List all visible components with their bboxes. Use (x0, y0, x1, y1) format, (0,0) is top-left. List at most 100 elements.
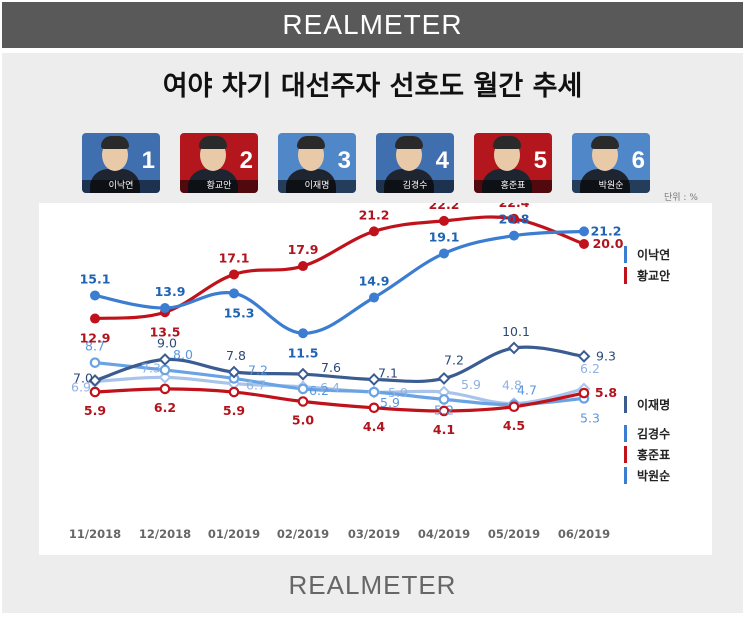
data-point (89, 386, 101, 398)
series-line-6 (93, 361, 586, 407)
data-label: 10.1 (502, 324, 530, 339)
legend-label: 이낙연 (637, 247, 670, 262)
x-tick-label: 05/2019 (488, 527, 540, 541)
data-label: 7.2 (444, 352, 464, 367)
portrait-number: 3 (337, 147, 351, 174)
x-tick-label: 01/2019 (208, 527, 260, 541)
data-point (577, 349, 591, 363)
data-point (437, 371, 451, 385)
portrait-hair (493, 136, 521, 149)
data-point (90, 290, 100, 301)
portrait-name: 김경수 (376, 180, 454, 193)
data-label: 13.9 (155, 284, 186, 299)
data-label: 7.3 (141, 360, 161, 375)
data-point (438, 394, 450, 405)
chart-title: 여야 차기 대선주자 선호도 월간 추세 (162, 71, 583, 102)
portrait-number: 4 (435, 147, 449, 174)
portrait-3: 3 이재명 (278, 133, 356, 193)
data-label: 6.4 (320, 380, 340, 395)
data-label: 12.9 (80, 331, 111, 346)
data-label: 4.8 (502, 378, 522, 393)
footer-logo: REALMETER (288, 570, 457, 600)
series-line-3 (93, 345, 586, 384)
data-point (90, 313, 100, 324)
data-label: 5.0 (292, 413, 314, 428)
data-point (298, 261, 308, 272)
data-label: 5.9 (223, 403, 245, 418)
data-point (579, 226, 589, 237)
portrait-4: 4 김경수 (376, 133, 454, 193)
data-point (368, 402, 380, 414)
data-label: 5.9 (461, 377, 481, 392)
data-label: 5.8 (595, 385, 617, 400)
data-point (159, 383, 171, 395)
data-label: 17.1 (219, 250, 250, 265)
data-point (296, 367, 310, 381)
legend-label: 이재명 (637, 397, 670, 412)
x-tick-label: 06/2019 (558, 527, 610, 541)
portrait-2: 2 황교안 (180, 133, 258, 193)
data-point (439, 215, 449, 226)
data-label: 22.4 (499, 203, 530, 210)
data-label: 5.2 (434, 402, 454, 417)
data-point (158, 370, 172, 384)
data-label: 21.2 (359, 207, 390, 222)
portrait-name: 박원순 (572, 180, 650, 193)
data-point (228, 386, 240, 398)
series-line-5 (93, 387, 586, 413)
data-label: 7.2 (248, 362, 268, 377)
data-label: 5.9 (388, 385, 408, 400)
data-point (368, 386, 380, 398)
unit-label: 단위 : % (664, 193, 698, 203)
data-label: 9.3 (596, 348, 616, 363)
series-line-1 (93, 229, 586, 335)
legend-marker (624, 246, 627, 263)
data-label: 5.3 (580, 410, 600, 425)
data-label: 4.5 (503, 418, 525, 433)
data-point (507, 341, 521, 355)
header-logo: REALMETER (2, 2, 743, 48)
data-point (439, 248, 449, 259)
portrait-6: 6 박원순 (572, 133, 650, 193)
data-label: 7.0 (73, 371, 93, 386)
portrait-5: 5 홍준표 (474, 133, 552, 193)
portrait-number: 2 (239, 147, 253, 174)
data-label: 6.2 (580, 361, 600, 376)
portrait-name: 이낙연 (82, 180, 160, 193)
data-label: 8.0 (173, 347, 193, 362)
portrait-hair (199, 136, 227, 149)
data-label: 15.3 (224, 305, 255, 320)
legend-label: 홍준표 (637, 447, 670, 462)
data-label: 20.0 (593, 236, 624, 251)
data-label: 19.1 (429, 229, 460, 244)
x-tick-label: 03/2019 (348, 527, 400, 541)
legend-marker (624, 267, 627, 284)
data-label: 7.8 (226, 348, 246, 363)
portrait-name: 황교안 (180, 180, 258, 193)
data-point (227, 365, 241, 379)
data-point (578, 387, 590, 399)
legend-marker (624, 446, 627, 463)
x-tick-label: 04/2019 (418, 527, 470, 541)
legend-marker (624, 467, 627, 484)
line-chart: 6.97.36.7 6.4 5.95.9 4.86.28.78.07.26.25.9 5… (69, 203, 670, 541)
data-label: 17.9 (288, 242, 319, 257)
data-label: 7.6 (321, 360, 341, 375)
x-tick-label: 12/2018 (139, 527, 191, 541)
series-line-2 (93, 215, 586, 321)
legend-label: 김경수 (637, 426, 670, 441)
data-label: 15.1 (80, 271, 111, 286)
data-label: 9.0 (157, 336, 177, 351)
portrait-hair (297, 136, 325, 149)
portrait-hair (101, 136, 129, 149)
legend-label: 황교안 (637, 268, 670, 283)
data-point (509, 213, 519, 224)
x-tick-label: 02/2019 (277, 527, 329, 541)
portrait-name: 이재명 (278, 180, 356, 193)
legend-marker (624, 396, 627, 413)
data-point (229, 269, 239, 280)
data-label: 11.5 (288, 345, 319, 360)
data-point (229, 288, 239, 299)
portrait-1: 1 이낙연 (82, 133, 160, 193)
legend-marker (624, 425, 627, 442)
